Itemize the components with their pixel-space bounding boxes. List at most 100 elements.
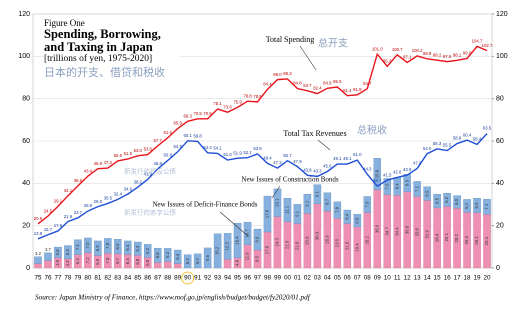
line-value-label: 43.8 xyxy=(303,167,312,172)
line-value-label: 49.4 xyxy=(263,156,272,161)
x-tick-label: 03 xyxy=(314,275,322,282)
x-tick-label: 81 xyxy=(94,275,102,282)
bar-value-label: 6.5 xyxy=(424,190,429,197)
line-value-label: 30.5 xyxy=(104,196,113,201)
line-value-label: 53.9 xyxy=(253,146,262,151)
line-value-label: 100.2 xyxy=(412,48,423,53)
line-value-label: 70.5 xyxy=(193,111,202,116)
y2-tick-label: 80 xyxy=(496,96,504,103)
bar xyxy=(293,204,302,224)
line-value-label: 15.7 xyxy=(44,227,53,232)
x-tick-label: 96 xyxy=(244,275,252,282)
bar xyxy=(64,245,72,260)
bar xyxy=(104,238,112,254)
line-value-label: 82.4 xyxy=(313,86,322,91)
bar-value-label: 28.2 xyxy=(454,233,459,242)
line-value-label: 73.6 xyxy=(223,104,232,109)
x-tick-label: 90 xyxy=(184,275,192,282)
series-label-zh: 总开支 xyxy=(318,36,348,49)
bar-value-label: 6.4 xyxy=(125,244,130,251)
line-value-label: 23.7 xyxy=(74,210,83,215)
x-tick-label: 05 xyxy=(334,275,342,282)
bar-value-label: 3.7 xyxy=(45,247,52,252)
bar-value-label: 4.8 xyxy=(235,259,240,266)
line-value-label: 50.8 xyxy=(164,153,173,158)
bar-value-label: 17.0 xyxy=(265,245,270,254)
bar-value-label: 5.0 xyxy=(145,259,150,266)
source-note: Source: Japan Ministry of Finance, https… xyxy=(35,294,311,302)
line-value-label: 24.5 xyxy=(44,208,53,213)
bar-value-label: 24.3 xyxy=(275,237,280,246)
x-tick-label: 20 xyxy=(484,275,492,282)
bar-value-label: 7.6 xyxy=(384,183,389,190)
bar-value-label: 6.5 xyxy=(434,197,439,204)
bar-value-label: 6.9 xyxy=(115,243,120,250)
y-tick-label: 80 xyxy=(22,96,30,103)
x-tick-label: 19 xyxy=(474,275,482,282)
line-value-label: 75.9 xyxy=(233,99,242,104)
bar-value-label: 7.2 xyxy=(85,257,90,264)
line-value-label: 97.5 xyxy=(443,54,452,59)
bar xyxy=(323,192,332,212)
line-value-label: 51.5 xyxy=(124,151,133,156)
x-tick-label: 97 xyxy=(254,275,262,282)
line-value-label: 61.5 xyxy=(164,130,173,135)
line-value-label: 29.1 xyxy=(54,199,63,204)
x-tick-label: 14 xyxy=(424,275,432,282)
series-label: New Issues of Construction Bonds xyxy=(241,176,338,184)
line-value-label: 54.9 xyxy=(173,144,182,149)
bar xyxy=(313,184,322,205)
bar xyxy=(84,237,92,253)
bar-value-label: 6.9 xyxy=(474,202,479,209)
series-label-zh: 总税收 xyxy=(357,123,387,136)
line-value-label: 84.4 xyxy=(263,81,272,86)
bar-value-label: 16.2 xyxy=(215,246,220,255)
bar-value-label: 6.2 xyxy=(444,196,449,203)
x-tick-label: 04 xyxy=(324,275,332,282)
line-value-label: 47.2 xyxy=(273,160,282,165)
watermark: 新发行的建设公债 xyxy=(124,166,177,175)
bar xyxy=(373,157,381,191)
bar-value-label: 6.9 xyxy=(95,245,100,252)
bar-value-label: 25.4 xyxy=(484,236,489,245)
bar xyxy=(173,263,182,269)
bar xyxy=(34,263,42,269)
x-tick-label: 18 xyxy=(464,275,472,282)
line-value-label: 104.7 xyxy=(472,39,483,44)
x-tick-label: 00 xyxy=(284,275,292,282)
line-value-label: 17.5 xyxy=(54,223,63,228)
bar xyxy=(353,214,362,228)
x-tick-label: 84 xyxy=(124,275,132,282)
bar xyxy=(34,256,42,264)
line-value-label: 84.8 xyxy=(293,81,302,86)
line-value-label: 21.9 xyxy=(64,214,73,219)
bar-value-label: 4.9 xyxy=(55,259,60,266)
x-tick-label: 92 xyxy=(204,275,212,282)
bar-value-label: 25.8 xyxy=(305,236,310,245)
line-value-label: 55.5 xyxy=(443,143,452,148)
bar xyxy=(74,239,82,255)
x-tick-label: 80 xyxy=(84,275,92,282)
x-tick-label: 17 xyxy=(454,275,462,282)
x-tick-label: 98 xyxy=(264,275,272,282)
bar-value-label: 11.0 xyxy=(245,252,250,261)
bar xyxy=(94,240,102,256)
bar-value-label: 21.0 xyxy=(344,241,349,250)
bar-value-label: 6.3 xyxy=(65,249,70,256)
bar xyxy=(283,197,292,222)
bar xyxy=(243,221,252,245)
bar xyxy=(383,178,391,195)
y-tick-label: 60 xyxy=(22,138,30,145)
bar xyxy=(453,195,461,209)
highlight-circle xyxy=(181,271,195,285)
line-value-label: 47.0 xyxy=(413,161,422,166)
series-label: Total Spending xyxy=(266,35,315,44)
bar-value-label: 29.1 xyxy=(444,232,449,241)
y-tick-label: 120 xyxy=(18,11,30,18)
bar-value-label: 31.9 xyxy=(424,229,429,238)
bar xyxy=(363,196,372,213)
line-value-label: 53.0 xyxy=(134,148,143,153)
y2-tick-label: 40 xyxy=(496,180,504,187)
line-value-label: 85.5 xyxy=(333,79,342,84)
bar xyxy=(163,248,172,262)
